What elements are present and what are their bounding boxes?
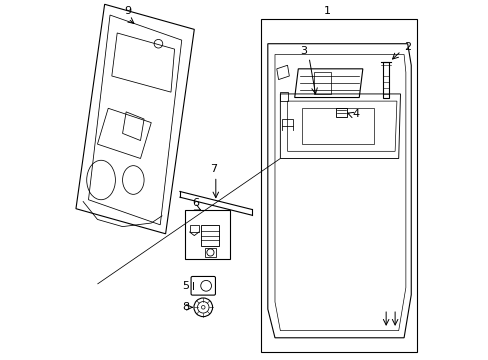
Text: 6: 6	[192, 198, 199, 208]
Text: 5: 5	[182, 281, 188, 291]
Text: 9: 9	[124, 6, 131, 17]
Bar	[185, 211, 230, 259]
Text: 3: 3	[300, 46, 306, 56]
Bar	[260, 19, 416, 352]
Text: 8: 8	[182, 302, 188, 312]
Text: 2: 2	[403, 42, 410, 52]
Text: 7: 7	[210, 164, 217, 174]
Text: 4: 4	[351, 109, 359, 119]
Text: 1: 1	[323, 6, 330, 17]
